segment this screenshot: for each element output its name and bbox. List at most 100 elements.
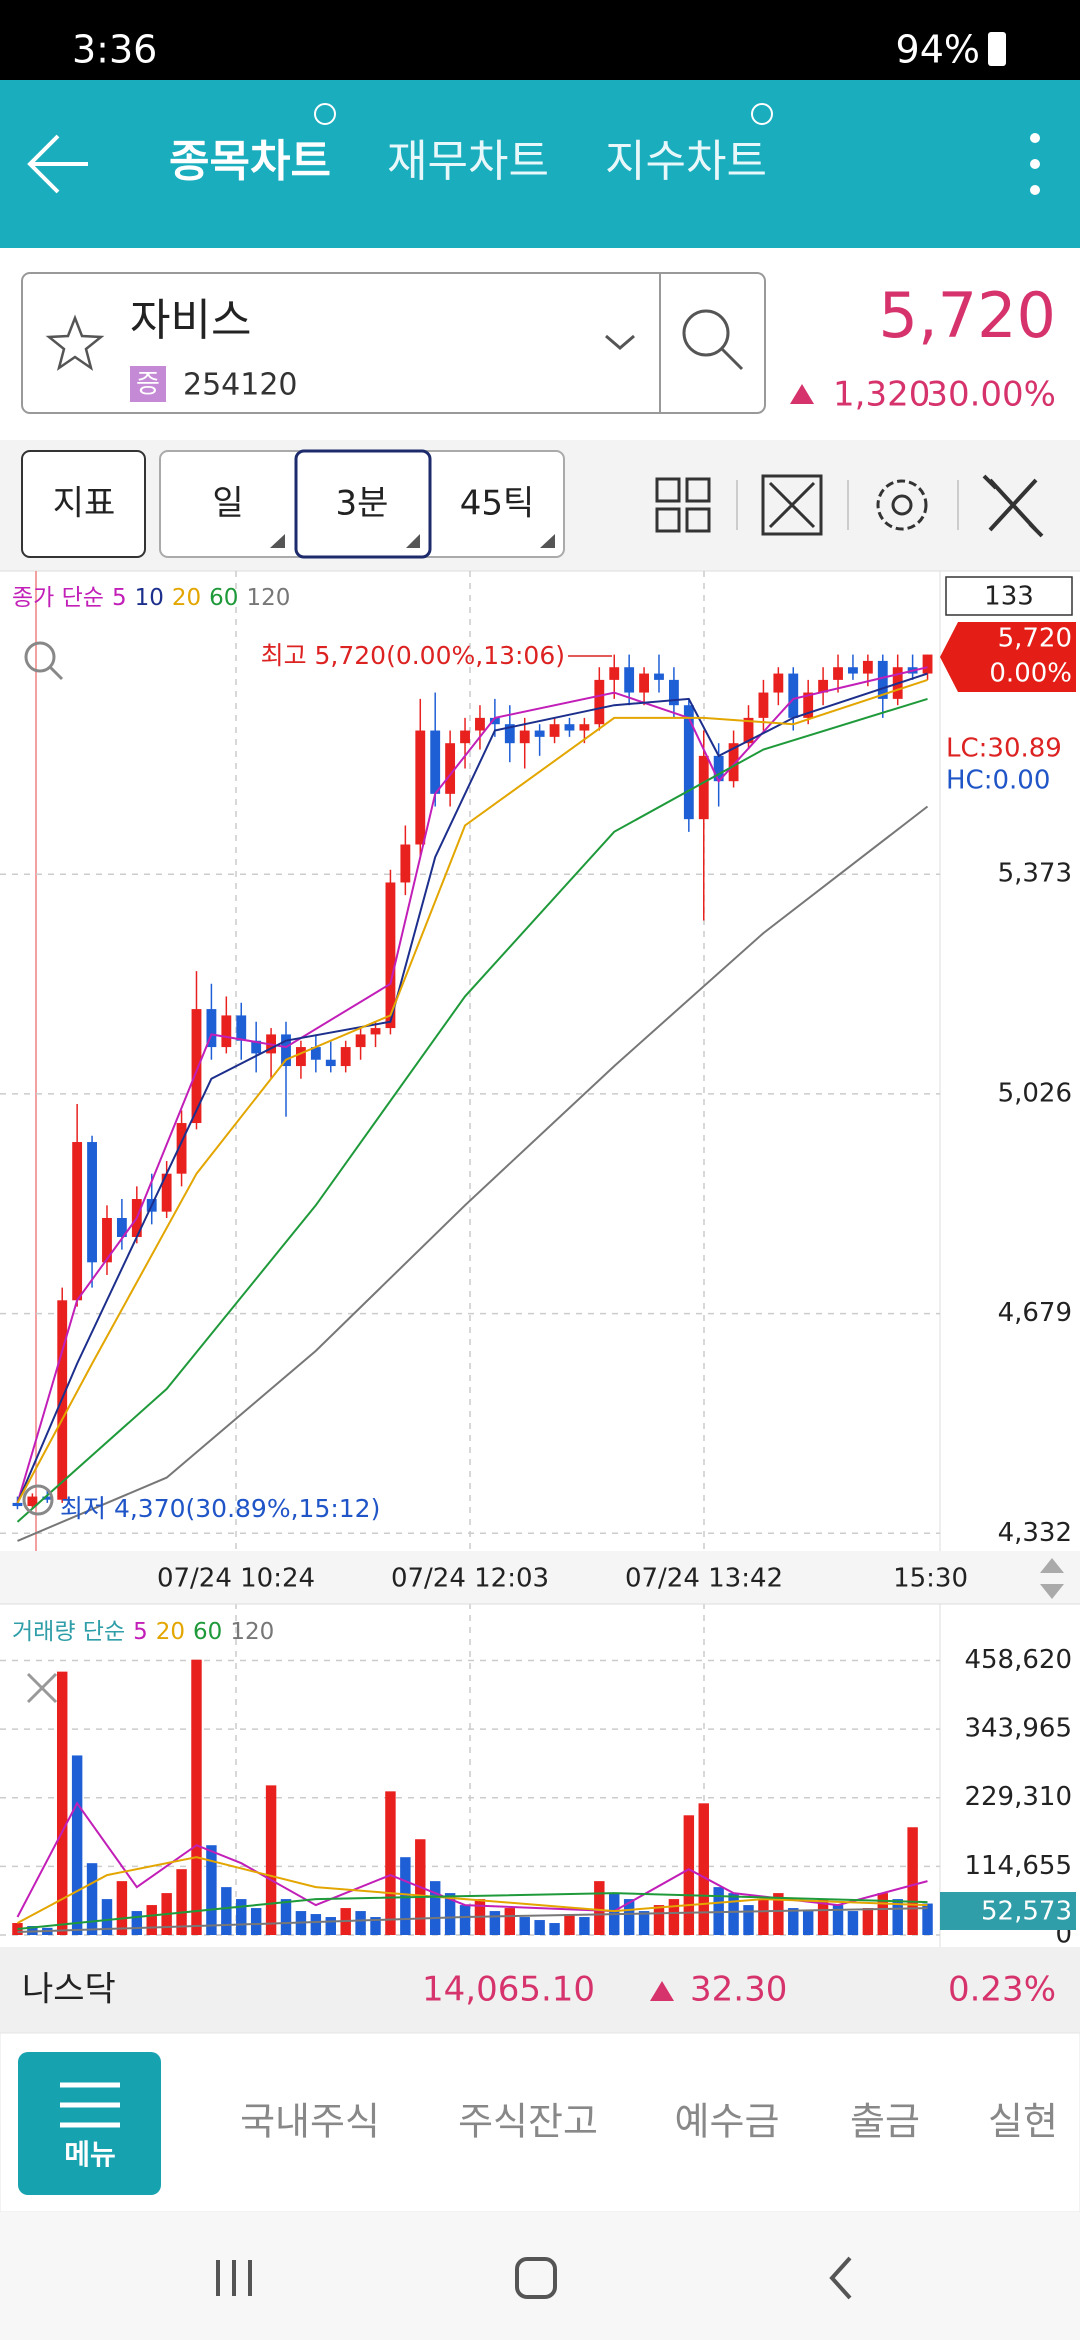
home-button[interactable] <box>515 2257 557 2299</box>
price-tag-rate: 0.00% <box>989 659 1072 689</box>
close-volume[interactable] <box>26 1672 58 1704</box>
volume-bar <box>579 1917 590 1935</box>
nav-item[interactable]: 출금 <box>850 2100 920 2144</box>
volume-bar <box>265 1785 277 1935</box>
candle-body <box>788 673 799 718</box>
candle-body <box>12 1502 23 1507</box>
volume-bar <box>146 1905 157 1935</box>
menu-label: 메뉴 <box>64 2138 116 2171</box>
tab[interactable]: 지수차트 <box>605 136 767 187</box>
candle-body <box>475 717 485 731</box>
candle-body <box>624 667 635 693</box>
candle-body <box>370 1028 381 1035</box>
volume-bar <box>788 1908 799 1935</box>
volume-bar <box>519 1917 530 1935</box>
settings-icon[interactable] <box>876 479 928 531</box>
stock-code: 254120 <box>183 368 298 403</box>
volume-bar <box>743 1905 754 1935</box>
volume-bar <box>907 1827 918 1935</box>
period-active[interactable] <box>294 449 432 559</box>
corner-marks <box>270 534 555 548</box>
more-menu[interactable] <box>1030 133 1040 195</box>
volume-bar <box>713 1887 724 1935</box>
y-tick-label: 5,373 <box>998 859 1072 889</box>
legend-entry: 120 <box>230 1619 274 1645</box>
time-label: 07/24 10:24 <box>157 1564 315 1594</box>
volume-bar <box>101 1899 113 1935</box>
candle-body <box>668 679 679 706</box>
nav-item[interactable]: 국내주식 <box>240 2100 380 2144</box>
stock-selector[interactable] <box>21 272 766 414</box>
volume-bar <box>385 1791 396 1935</box>
candle-body <box>803 692 814 718</box>
volume-bar <box>71 1755 83 1935</box>
resize-handle[interactable] <box>1040 1558 1064 1599</box>
indicator-button[interactable] <box>21 450 146 558</box>
volume-bar <box>221 1887 232 1935</box>
back-button[interactable] <box>27 134 88 194</box>
legend-entry: 5 <box>133 1619 148 1645</box>
fullscreen-icon[interactable] <box>761 474 823 536</box>
price-chart: 4,332 4,679 5,026 5,373 종가 단순 5 10 20 60 120 <box>0 585 1072 1548</box>
tab-active[interactable]: 종목차트 <box>169 136 331 187</box>
dropdown-arrow[interactable] <box>605 334 635 350</box>
volume-bar <box>489 1911 501 1935</box>
candle-body <box>534 730 545 737</box>
price-tag-value: 5,720 <box>998 624 1072 654</box>
candle-body <box>415 730 426 845</box>
candle-body <box>42 1496 53 1500</box>
volume-bar <box>280 1899 292 1935</box>
moving-average <box>16 672 928 1504</box>
zoom-icon-handle <box>48 665 64 681</box>
y-tick-label: 458,620 <box>964 1645 1072 1675</box>
period-day[interactable]: 일 <box>212 484 243 524</box>
search-icon[interactable] <box>682 309 730 357</box>
candle-body <box>758 692 769 718</box>
legend-entry: 10 <box>135 585 164 611</box>
index-value: 14,065.10 <box>422 1970 595 2010</box>
candle-body <box>116 1218 127 1237</box>
search-icon-handle <box>720 347 744 371</box>
back-nav-button[interactable] <box>829 2256 852 2300</box>
price-tag <box>940 622 1076 692</box>
volume-bar <box>668 1899 680 1935</box>
y-tick-label: 229,310 <box>964 1782 1072 1812</box>
volume-bar <box>429 1881 441 1935</box>
low-note: 최저 4,370(30.89%,15:12) <box>60 1494 380 1523</box>
low-marker <box>22 1484 54 1516</box>
volume-bar <box>116 1881 128 1935</box>
zoom-icon[interactable] <box>24 641 56 673</box>
index-bar <box>0 1947 1080 2033</box>
y-tick-label: 5,026 <box>998 1078 1072 1108</box>
candle-body <box>281 1034 291 1067</box>
recents-button[interactable] <box>216 2260 252 2296</box>
clock: 3:36 <box>72 28 157 72</box>
candle-body <box>728 743 739 782</box>
tools-icon[interactable] <box>982 474 1044 538</box>
nav-item[interactable]: 예수금 <box>675 2100 780 2144</box>
tab[interactable]: 재무차트 <box>387 136 549 187</box>
volume-bar <box>653 1905 665 1935</box>
tab-badge <box>314 103 336 125</box>
candle-body <box>161 1173 172 1212</box>
legend: 종가 단순 5 10 20 60 120 <box>12 585 290 611</box>
candle-body <box>877 660 888 699</box>
layout-icon[interactable] <box>655 477 711 533</box>
volume-bar <box>534 1920 545 1935</box>
volume-bar <box>12 1923 23 1935</box>
volume-bar <box>444 1893 456 1935</box>
time-label: 15:30 <box>893 1564 968 1594</box>
battery-icon <box>988 32 1006 66</box>
volume-bar <box>86 1863 98 1935</box>
moving-average <box>17 805 929 1542</box>
candle-count: 133 <box>984 582 1034 612</box>
volume-bar <box>400 1857 411 1935</box>
period-tick[interactable]: 45틱 <box>460 484 535 524</box>
volume-bar <box>817 1899 829 1935</box>
volume-bar <box>728 1893 739 1935</box>
nav-item[interactable]: 주식잔고 <box>458 2100 598 2144</box>
favorite-star[interactable] <box>45 314 105 371</box>
nav-item[interactable]: 실현 <box>988 2100 1058 2144</box>
index-rate: 0.23% <box>948 1970 1056 2010</box>
candle-body <box>609 667 620 680</box>
